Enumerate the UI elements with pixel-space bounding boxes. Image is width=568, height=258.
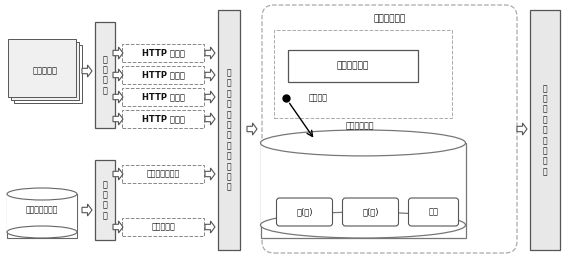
Polygon shape: [205, 47, 215, 59]
Bar: [14, 45, 82, 103]
Polygon shape: [113, 47, 123, 59]
Bar: [122, 88, 204, 106]
Polygon shape: [205, 221, 215, 233]
Bar: [122, 44, 204, 62]
Text: 数据字典索引: 数据字典索引: [337, 61, 369, 70]
Polygon shape: [113, 113, 123, 125]
Polygon shape: [82, 65, 92, 77]
FancyBboxPatch shape: [262, 5, 517, 253]
Ellipse shape: [7, 226, 77, 238]
Polygon shape: [113, 69, 123, 81]
Bar: [122, 110, 204, 128]
Ellipse shape: [261, 212, 466, 238]
Bar: [95, 160, 115, 240]
Polygon shape: [205, 69, 215, 81]
Text: 省(州): 省(州): [296, 207, 313, 216]
FancyBboxPatch shape: [343, 198, 399, 226]
FancyBboxPatch shape: [408, 198, 458, 226]
Text: 节点指针: 节点指针: [308, 93, 328, 102]
Polygon shape: [113, 221, 123, 233]
Text: 县(市): 县(市): [362, 207, 379, 216]
Bar: [274, 30, 452, 118]
Text: 数据字典结构: 数据字典结构: [373, 14, 406, 23]
Bar: [95, 22, 115, 128]
Text: 信
息
抽
取: 信 息 抽 取: [103, 55, 107, 95]
FancyBboxPatch shape: [277, 198, 332, 226]
Polygon shape: [82, 204, 92, 216]
Text: HTTP 协议头: HTTP 协议头: [141, 115, 185, 124]
Text: 字
典
排
序
并
输
出
结
果: 字 典 排 序 并 输 出 结 果: [542, 84, 548, 176]
Bar: [8, 39, 76, 97]
Bar: [122, 218, 204, 236]
Text: 地
理
位
置
匹
配
并
计
算
权
重
值: 地 理 位 置 匹 配 并 计 算 权 重 值: [227, 68, 231, 192]
Bar: [530, 10, 560, 250]
Bar: [261, 143, 466, 238]
Bar: [122, 165, 204, 183]
Ellipse shape: [7, 188, 77, 200]
Bar: [122, 66, 204, 84]
Text: HTTP 协议头: HTTP 协议头: [141, 49, 185, 58]
Bar: [261, 143, 465, 225]
Bar: [288, 50, 418, 82]
Polygon shape: [517, 123, 527, 135]
Text: 数
据
构
建: 数 据 构 建: [103, 180, 107, 220]
Text: 权重值链表: 权重值链表: [151, 222, 175, 231]
Polygon shape: [205, 113, 215, 125]
Text: HTTP 协议头: HTTP 协议头: [141, 93, 185, 101]
Text: 数据字典节点: 数据字典节点: [346, 122, 374, 131]
Text: 地理信息数据库: 地理信息数据库: [26, 206, 58, 214]
Polygon shape: [113, 168, 123, 180]
Text: 计算机磁盘: 计算机磁盘: [32, 67, 57, 76]
Bar: [7, 194, 77, 238]
Polygon shape: [205, 168, 215, 180]
Text: 权重: 权重: [428, 207, 438, 216]
Polygon shape: [205, 91, 215, 103]
Ellipse shape: [261, 130, 466, 156]
Polygon shape: [247, 123, 257, 135]
Bar: [11, 42, 79, 100]
Bar: [218, 10, 240, 250]
Text: HTTP 协议头: HTTP 协议头: [141, 70, 185, 79]
Text: 地理位置名称树: 地理位置名称树: [147, 170, 179, 179]
Polygon shape: [113, 91, 123, 103]
Bar: [7, 194, 77, 232]
